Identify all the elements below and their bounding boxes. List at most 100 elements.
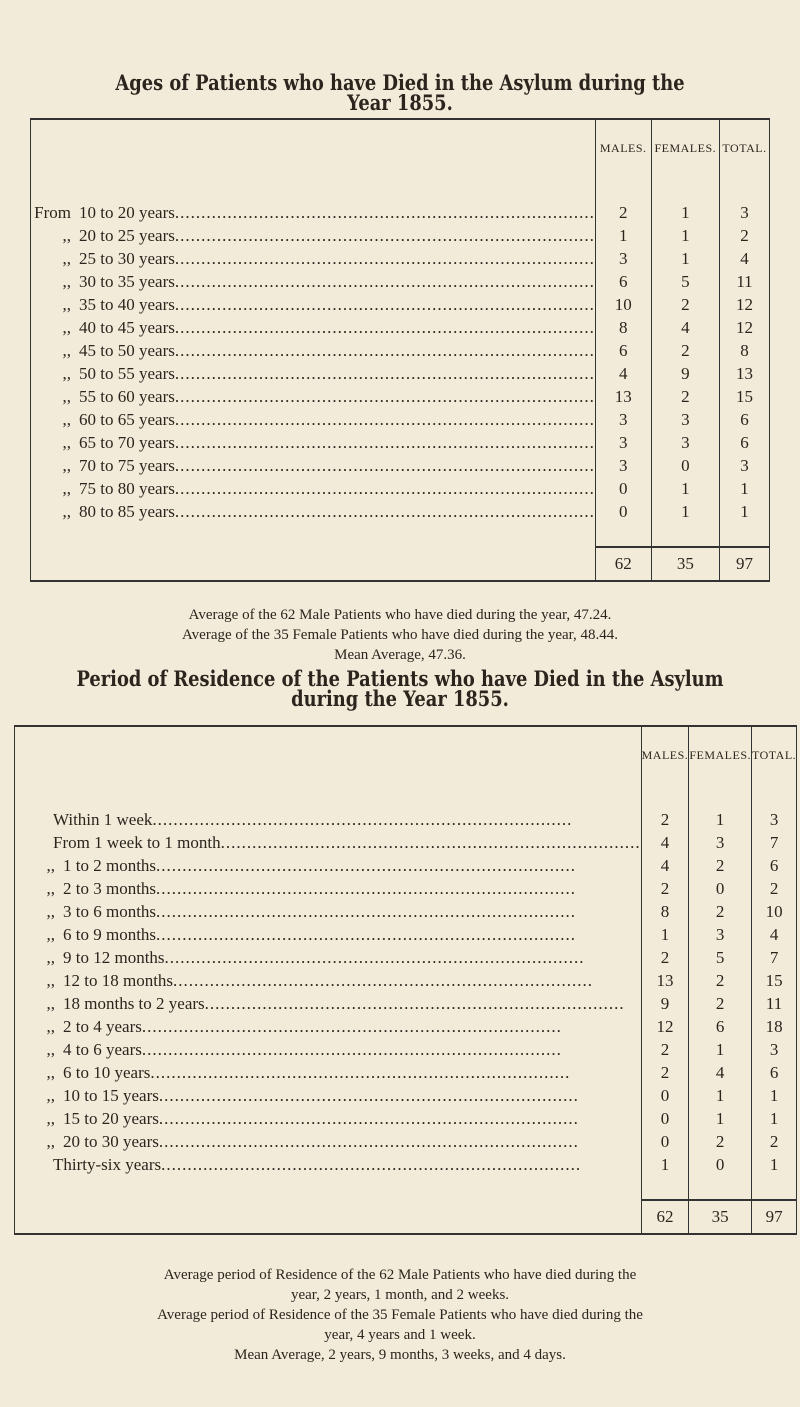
table-row: ,, 55 to 60 years........................… (31, 384, 770, 407)
table-row: ,, 45 to 50 years........................… (31, 338, 770, 361)
cell-females: 5 (650, 269, 720, 292)
cell-total: 1 (719, 476, 770, 499)
cell-females: 4 (688, 1060, 752, 1083)
table2-note-2: year, 2 years, 1 month, and 2 weeks. (290, 1287, 510, 1303)
leader-dots: ........................................… (156, 902, 577, 921)
row-label-text: 25 to 30 years (79, 249, 175, 268)
leader-dots: ........................................… (158, 1109, 579, 1128)
header-row: MALES. FEMALES. TOTAL. (31, 119, 770, 176)
cell-males: 3 (594, 407, 652, 430)
cell-males: 6 (594, 338, 652, 361)
row-prefix: ,, (46, 1109, 56, 1128)
row-label: ,, 18 months to 2 years..................… (15, 991, 642, 1014)
table-row: From 1 week to 1 month..................… (15, 830, 797, 853)
residence-table: MALES. FEMALES. TOTAL. Within 1 week....… (14, 725, 798, 1235)
cell-females: 2 (688, 899, 752, 922)
cell-females: 2 (688, 991, 752, 1014)
header-males: MALES. (594, 119, 652, 176)
cell-males: 4 (640, 853, 689, 876)
leader-dots: ........................................… (152, 810, 573, 829)
row-label-text: 60 to 65 years (79, 410, 175, 429)
cell-males: 3 (594, 453, 652, 476)
table-row: ,, 9 to 12 months........................… (15, 945, 797, 968)
row-label: ,, 25 to 30 years........................… (31, 246, 596, 269)
table-row: ,, 80 to 85 years........................… (31, 499, 770, 522)
row-prefix: ,, (46, 994, 56, 1013)
row-label-text: 55 to 60 years (79, 387, 175, 406)
total-total: 97 (719, 546, 770, 581)
cell-females: 3 (688, 922, 752, 945)
cell-total: 1 (750, 1106, 797, 1129)
leader-dots: ........................................… (173, 971, 594, 990)
cell-total: 3 (750, 807, 797, 830)
cell-females: 0 (688, 1152, 752, 1175)
cell-males: 1 (594, 223, 652, 246)
table2-note-3: Average period of Residence of the 35 Fe… (157, 1307, 643, 1323)
table-row: ,, 4 to 6 years..........................… (15, 1037, 797, 1060)
leader-dots: ........................................… (174, 479, 595, 498)
table-row: ,, 3 to 6 months.........................… (15, 899, 797, 922)
row-label-text: 65 to 70 years (79, 433, 175, 452)
cell-total: 7 (750, 945, 797, 968)
cell-males: 3 (594, 430, 652, 453)
cell-total: 6 (750, 1060, 797, 1083)
cell-males: 13 (640, 968, 689, 991)
cell-males: 8 (594, 315, 652, 338)
row-prefix: ,, (62, 433, 72, 452)
table2-note-5: Mean Average, 2 years, 9 months, 3 weeks… (234, 1347, 566, 1363)
row-label: ,, 75 to 80 years........................… (31, 476, 596, 499)
table-row: ,, 18 months to 2 years..................… (15, 991, 797, 1014)
row-label-text: 2 to 4 years (63, 1017, 142, 1036)
table-row: ,, 40 to 45 years........................… (31, 315, 770, 338)
row-prefix: ,, (62, 272, 72, 291)
row-label-text: 70 to 75 years (79, 456, 175, 475)
cell-males: 12 (640, 1014, 689, 1037)
row-label-text: 35 to 40 years (79, 295, 175, 314)
row-label: ,, 4 to 6 years..........................… (15, 1037, 642, 1060)
cell-males: 0 (640, 1083, 689, 1106)
table1-title-line1: Ages of Patients who have Died in the As… (115, 70, 685, 95)
table1-title-line2: Year 1855. (347, 90, 453, 115)
cell-total: 8 (719, 338, 770, 361)
total-females: 35 (650, 546, 720, 581)
cell-males: 0 (594, 476, 652, 499)
leader-dots: ........................................… (156, 879, 577, 898)
row-label: ,, 6 to 10 years.........................… (15, 1060, 642, 1083)
row-label-text: 40 to 45 years (79, 318, 175, 337)
row-label-text: 18 months to 2 years (63, 994, 205, 1013)
row-prefix: ,, (62, 295, 72, 314)
row-prefix: ,, (46, 1017, 56, 1036)
leader-dots: ........................................… (174, 203, 595, 222)
cell-males: 2 (594, 200, 652, 223)
cell-total: 1 (750, 1083, 797, 1106)
row-prefix: From (34, 203, 71, 222)
row-label: ,, 6 to 9 months.........................… (15, 922, 642, 945)
cell-females: 6 (688, 1014, 752, 1037)
total-total: 97 (750, 1199, 797, 1234)
table2-title-line2: during the Year 1855. (291, 686, 509, 711)
leader-dots: ........................................… (220, 833, 641, 852)
row-label: Thirty-six years........................… (15, 1152, 642, 1175)
row-label: ,, 1 to 2 months.........................… (15, 853, 642, 876)
row-label: ,, 50 to 55 years........................… (31, 361, 596, 384)
leader-dots: ........................................… (204, 994, 625, 1013)
table-row: Thirty-six years........................… (15, 1152, 797, 1175)
row-prefix: ,, (46, 879, 56, 898)
cell-total: 3 (719, 453, 770, 476)
header-row: MALES. FEMALES. TOTAL. (15, 726, 797, 783)
row-prefix: ,, (62, 456, 72, 475)
row-label-text: 45 to 50 years (79, 341, 175, 360)
row-label: Within 1 week...........................… (15, 807, 642, 830)
cell-total: 6 (719, 430, 770, 453)
row-label-text: 4 to 6 years (63, 1040, 142, 1059)
total-males: 62 (640, 1199, 689, 1234)
header-females: FEMALES. (688, 726, 752, 783)
row-label: ,, 70 to 75 years........................… (31, 453, 596, 476)
cell-females: 0 (650, 453, 720, 476)
cell-females: 1 (688, 1106, 752, 1129)
row-label: ,, 20 to 25 years........................… (31, 223, 596, 246)
cell-females: 2 (650, 292, 720, 315)
cell-total: 1 (750, 1152, 797, 1175)
leader-dots: ........................................… (141, 1017, 562, 1036)
cell-females: 2 (688, 853, 752, 876)
